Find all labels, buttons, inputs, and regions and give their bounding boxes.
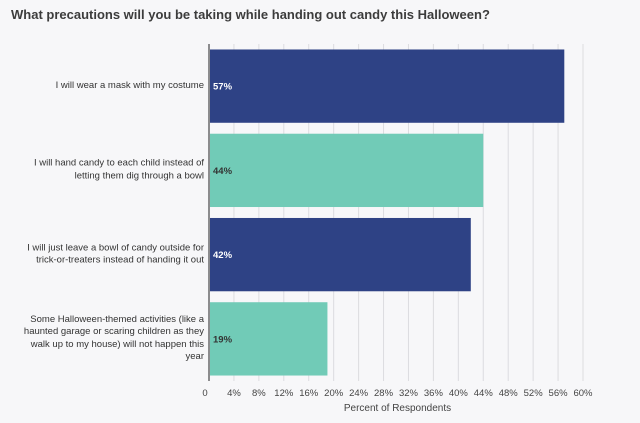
category-label-line: letting them dig through a bowl [74,170,204,182]
category-label-line: walk up to my house) will not happen thi… [30,338,204,350]
x-tick-label: 0 [202,388,207,399]
x-tick-labels: 0 4% 8% 12% 16% 20% 24% 28% 32% 36% 40% 44% 48% 52% 56… [202,388,593,399]
bar [210,133,484,208]
x-tick-label: 24% [349,388,369,399]
x-tick-label: 16% [299,388,319,399]
data-labels: 57% 44% 42% 19% [213,82,233,346]
data-label: 44% [213,166,233,177]
bar [210,302,328,376]
category-label: I will wear a mask with my costume [8,80,204,93]
category-label: Some Halloween-themed activities (like a… [8,314,204,364]
x-tick-label: 20% [324,388,344,399]
x-tick-label: 4% [227,388,241,399]
x-tick-label: 28% [374,388,394,399]
category-label-line: I will just leave a bowl of candy outsid… [27,242,204,254]
category-label-line: haunted garage or scaring children as th… [23,326,204,338]
bars [210,49,565,376]
x-tick-label: 52% [524,388,544,399]
x-tick-label: 60% [573,388,593,399]
x-tick-label: 48% [499,388,519,399]
x-tick-label: 12% [274,388,294,399]
x-axis-label: Percent of Respondents [343,403,452,414]
category-label-line: trick-or-treaters instead of handing it … [36,254,204,266]
bar [210,217,471,292]
category-label-line: I will wear a mask with my costume [55,79,204,91]
x-tick-label: 8% [252,388,266,399]
category-label: I will hand candy to each child instead … [8,158,204,183]
x-tick-label: 44% [474,388,494,399]
category-label: I will just leave a bowl of candy outsid… [8,242,204,267]
bar [210,49,565,123]
x-tick-label: 32% [399,388,419,399]
category-label-line: year [185,351,204,363]
x-tick-label: 40% [449,388,469,399]
data-label: 42% [213,250,233,261]
data-label: 19% [213,334,233,345]
x-tick-label: 36% [424,388,444,399]
x-tick-label: 56% [549,388,569,399]
chart-title: What precautions will you be taking whil… [11,7,490,22]
category-label-line: Some Halloween-themed activities (like a [30,313,204,325]
data-label: 57% [213,82,233,93]
category-label-line: I will hand candy to each child instead … [33,157,204,169]
